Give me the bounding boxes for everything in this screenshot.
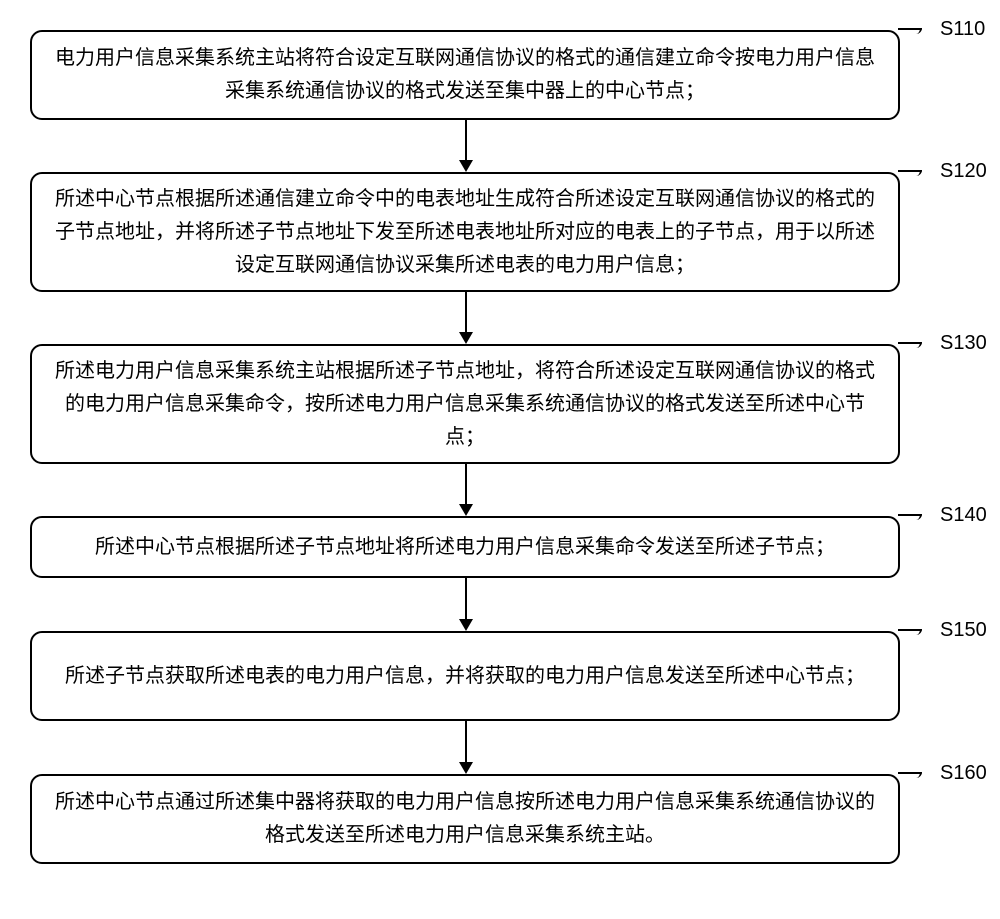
label-connector-S110 [898,28,922,34]
label-connector-S130 [898,342,922,348]
step-box-S120: 所述中心节点根据所述通信建立命令中的电表地址生成符合所述设定互联网通信协议的格式… [30,172,900,292]
arrow-line-S120-to-S130 [465,292,467,334]
flowchart-canvas: 电力用户信息采集系统主站将符合设定互联网通信协议的格式的通信建立命令按电力用户信… [0,0,1000,919]
step-box-S160: 所述中心节点通过所述集中器将获取的电力用户信息按所述电力用户信息采集系统通信协议… [30,774,900,864]
label-connector-S140 [898,514,922,520]
step-text-S150: 所述子节点获取所述电表的电力用户信息，并将获取的电力用户信息发送至所述中心节点； [48,660,882,693]
label-connector-S160 [898,772,922,778]
step-text-S120: 所述中心节点根据所述通信建立命令中的电表地址生成符合所述设定互联网通信协议的格式… [48,183,882,282]
arrow-head-S110-to-S120 [459,160,473,172]
step-box-S140: 所述中心节点根据所述子节点地址将所述电力用户信息采集命令发送至所述子节点； [30,516,900,578]
step-box-S110: 电力用户信息采集系统主站将符合设定互联网通信协议的格式的通信建立命令按电力用户信… [30,30,900,120]
arrow-line-S140-to-S150 [465,578,467,621]
step-text-S110: 电力用户信息采集系统主站将符合设定互联网通信协议的格式的通信建立命令按电力用户信… [48,42,882,108]
step-box-S150: 所述子节点获取所述电表的电力用户信息，并将获取的电力用户信息发送至所述中心节点； [30,631,900,721]
arrow-head-S140-to-S150 [459,619,473,631]
step-label-S110: S110 [940,18,985,41]
step-label-S120: S120 [940,160,987,183]
arrow-line-S130-to-S140 [465,464,467,506]
label-connector-S150 [898,629,922,635]
step-label-S160: S160 [940,762,987,785]
arrow-head-S130-to-S140 [459,504,473,516]
arrow-line-S110-to-S120 [465,120,467,162]
arrow-head-S150-to-S160 [459,762,473,774]
step-label-S150: S150 [940,619,987,642]
step-label-S130: S130 [940,332,987,355]
step-box-S130: 所述电力用户信息采集系统主站根据所述子节点地址，将符合所述设定互联网通信协议的格… [30,344,900,464]
step-text-S140: 所述中心节点根据所述子节点地址将所述电力用户信息采集命令发送至所述子节点； [48,531,882,564]
step-text-S160: 所述中心节点通过所述集中器将获取的电力用户信息按所述电力用户信息采集系统通信协议… [48,786,882,852]
step-text-S130: 所述电力用户信息采集系统主站根据所述子节点地址，将符合所述设定互联网通信协议的格… [48,355,882,454]
arrow-line-S150-to-S160 [465,721,467,764]
arrow-head-S120-to-S130 [459,332,473,344]
step-label-S140: S140 [940,504,987,527]
label-connector-S120 [898,170,922,176]
